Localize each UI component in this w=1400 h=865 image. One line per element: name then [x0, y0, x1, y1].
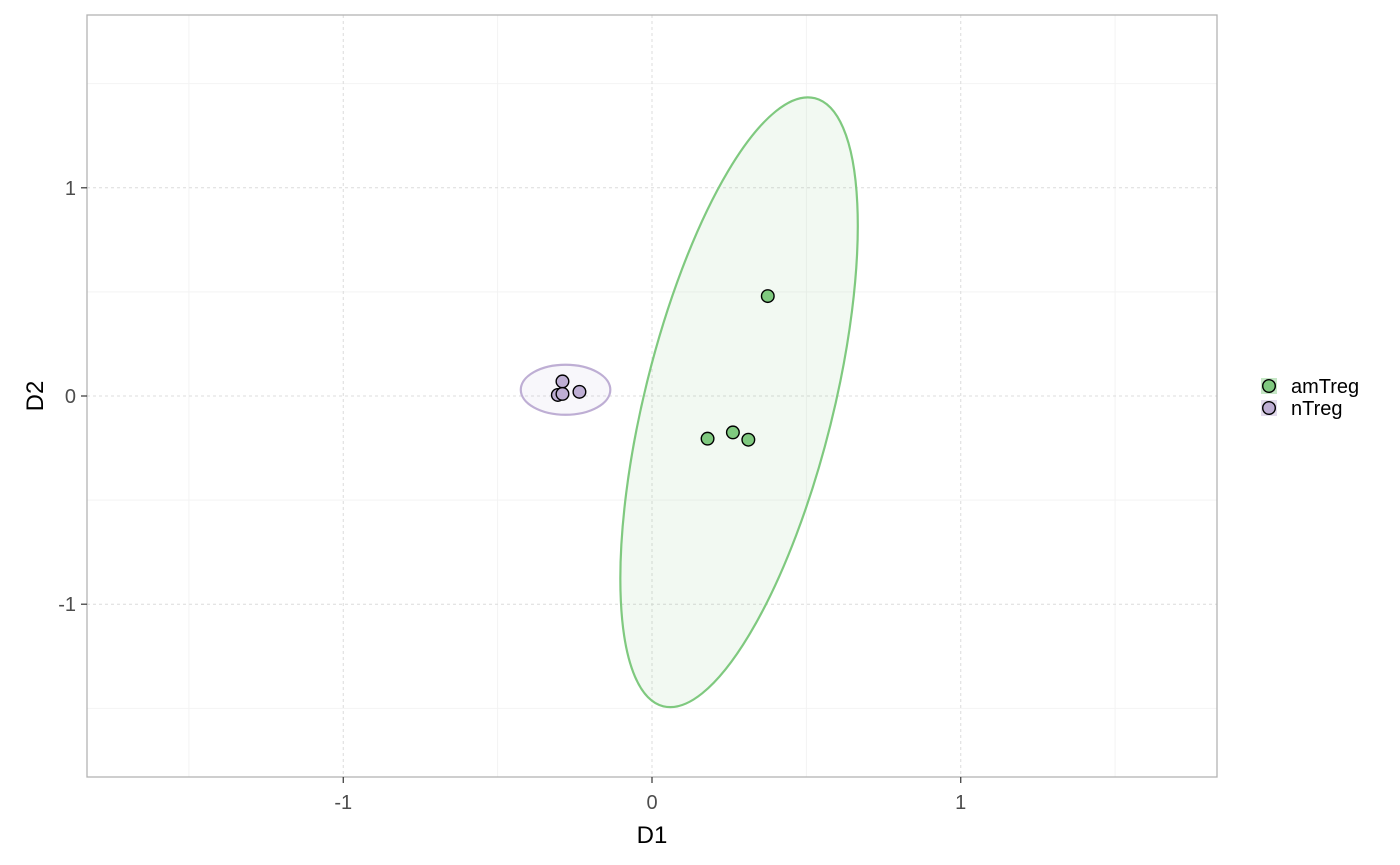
- point-nTreg-0: [555, 374, 570, 389]
- point-nTreg-2: [572, 384, 587, 399]
- y-tick-label-2: 1: [65, 178, 76, 200]
- x-tick-label-0: -1: [334, 792, 352, 814]
- grid: [87, 15, 1217, 777]
- point-amTreg-2: [725, 425, 740, 440]
- y-tick-label-1: 0: [65, 386, 76, 408]
- legend-label-nTreg: nTreg: [1291, 398, 1343, 420]
- legend-key-amTreg: [1261, 379, 1276, 394]
- point-amTreg-1: [700, 431, 715, 446]
- axis-ticks: -1 0 1 -1 0 1: [58, 178, 966, 814]
- x-axis-title: D1: [637, 822, 668, 849]
- point-amTreg-0: [760, 289, 775, 304]
- legend-label-amTreg: amTreg: [1291, 376, 1359, 398]
- y-axis-title: D2: [22, 381, 49, 412]
- confidence-ellipses: [519, 96, 859, 709]
- point-amTreg-3: [741, 432, 756, 447]
- x-tick-label-1: 0: [646, 792, 657, 814]
- data-points: [550, 289, 775, 447]
- y-tick-label-0: -1: [58, 594, 76, 616]
- legend-key-nTreg: [1261, 401, 1276, 416]
- x-tick-label-2: 1: [955, 792, 966, 814]
- point-nTreg-3: [555, 386, 570, 401]
- ellipse-amTreg: [619, 96, 859, 709]
